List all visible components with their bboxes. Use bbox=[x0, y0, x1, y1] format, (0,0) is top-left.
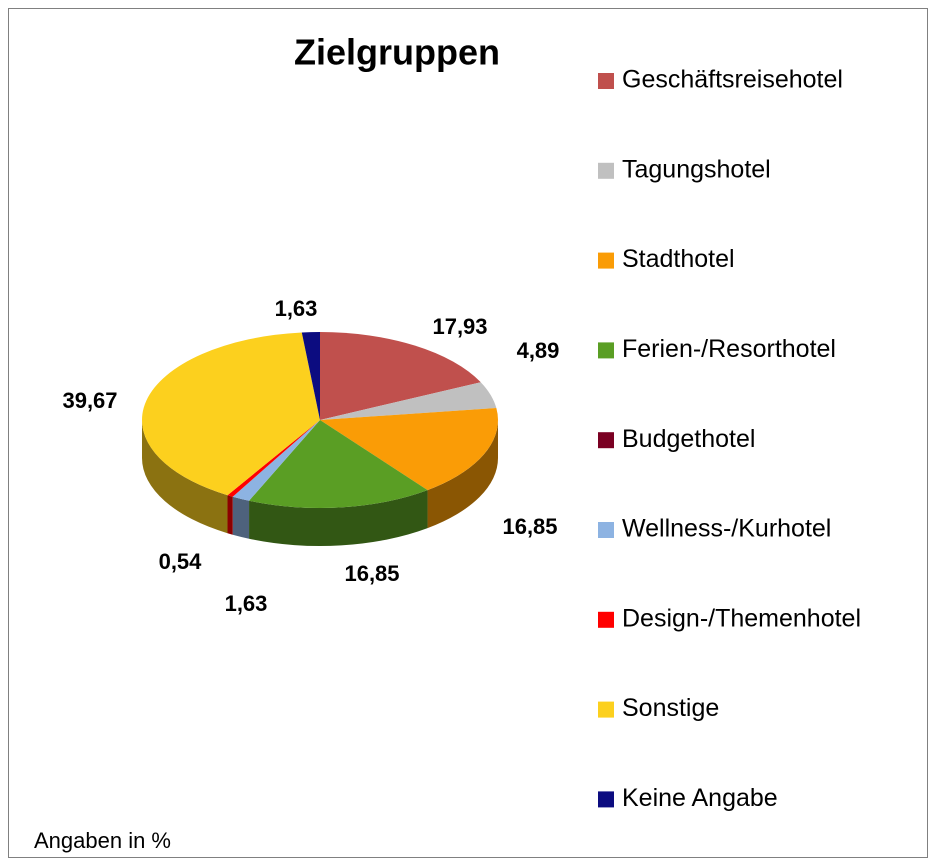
legend-swatch bbox=[598, 701, 614, 718]
legend-label: Tagungshotel bbox=[622, 155, 771, 183]
legend-swatch bbox=[598, 342, 614, 359]
legend-label: Budgethotel bbox=[622, 425, 755, 453]
data-label: 0,54 bbox=[159, 549, 203, 574]
data-label: 16,85 bbox=[344, 561, 399, 586]
legend-label: Sonstige bbox=[622, 694, 719, 722]
slice bbox=[320, 407, 498, 491]
data-label: 4,89 bbox=[517, 338, 560, 363]
data-label: 1,63 bbox=[275, 296, 318, 321]
slice-side bbox=[249, 490, 428, 546]
slice bbox=[301, 332, 320, 420]
legend-label: Stadthotel bbox=[622, 245, 735, 273]
legend-swatch bbox=[598, 252, 614, 269]
legend-label: Geschäftsreisehotel bbox=[622, 66, 843, 94]
slice-side bbox=[427, 420, 498, 529]
data-label: 17,93 bbox=[432, 314, 487, 339]
data-label: 16,85 bbox=[502, 514, 557, 539]
legend-swatch bbox=[598, 522, 614, 538]
slice-side bbox=[232, 496, 250, 539]
legend-swatch bbox=[598, 162, 614, 179]
data-label: 1,63 bbox=[225, 591, 268, 616]
slice bbox=[320, 332, 481, 420]
chart-title: Zielgruppen bbox=[294, 32, 500, 73]
legend-label: Keine Angabe bbox=[622, 784, 778, 812]
slice bbox=[232, 420, 320, 501]
note: Angaben in % bbox=[34, 828, 171, 853]
slice bbox=[249, 420, 428, 508]
slice bbox=[320, 382, 497, 420]
slice-side bbox=[227, 495, 233, 535]
legend-swatch bbox=[598, 432, 614, 449]
slice bbox=[227, 420, 320, 497]
legend-label: Ferien-/Resorthotel bbox=[622, 335, 836, 363]
slice bbox=[141, 332, 320, 496]
legend-swatch bbox=[598, 791, 614, 808]
data-label: 39,67 bbox=[62, 388, 117, 413]
slice-side bbox=[142, 420, 228, 534]
legend-label: Design-/Themenhotel bbox=[622, 604, 861, 632]
legend-swatch bbox=[598, 73, 614, 89]
legend-label: Wellness-/Kurhotel bbox=[622, 515, 831, 543]
legend-swatch bbox=[598, 611, 614, 628]
